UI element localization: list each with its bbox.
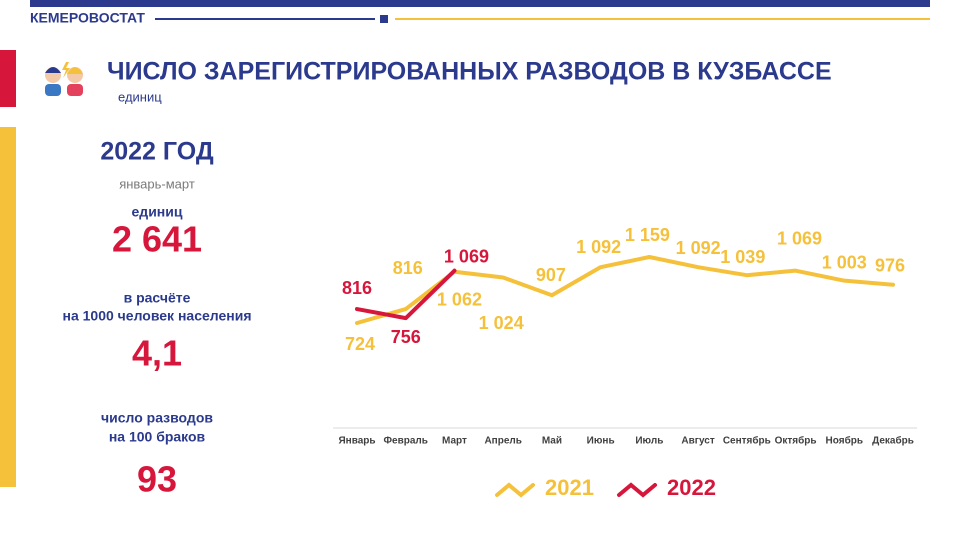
data-label: 816 [342,278,372,298]
ratio-label: число разводов [101,410,213,426]
rate-label: в расчёте [124,290,191,306]
x-tick-label: Октябрь [775,435,817,447]
count: 2 641 [112,219,202,260]
x-tick-label: Апрель [484,436,521,447]
side-bar [0,127,16,487]
x-tick-label: Февраль [384,436,428,447]
legend-swatch [495,482,535,498]
data-label: 1 039 [720,247,765,267]
x-tick-label: Июль [635,436,663,447]
data-label: 756 [391,327,421,347]
data-label: 1 024 [479,313,524,333]
count-label: единиц [132,204,183,220]
x-tick-label: Ноябрь [826,435,863,447]
data-label: 1 092 [576,237,621,257]
x-tick-label: Май [542,436,562,447]
icon [45,62,83,96]
legend-label: 2022 [667,475,716,500]
data-label: 1 003 [822,252,867,272]
x-tick-label: Декабрь [872,435,914,447]
rate-label: на 1000 человек населения [63,308,252,324]
x-tick-label: Июнь [587,436,615,447]
legend-swatch [617,482,657,498]
data-label: 724 [345,334,375,354]
title: ЧИСЛО ЗАРЕГИСТРИРОВАННЫХ РАЗВОДОВ В КУЗБ… [107,58,832,86]
data-label: 1 069 [777,228,822,248]
x-tick-label: Март [442,436,467,447]
brand: КЕМЕРОВОСТАТ [30,10,145,26]
data-label: 816 [393,258,423,278]
ratio: 93 [137,459,177,500]
subtitle: единиц [118,89,162,104]
legend-label: 2021 [545,475,594,500]
period: январь-март [119,176,195,191]
year: 2022 ГОД [100,138,214,166]
data-label: 1 069 [444,246,489,266]
data-label: 1 159 [625,225,670,245]
side-bar [0,50,16,107]
x-tick-label: Январь [338,436,375,447]
ratio-label: на 100 браков [109,429,206,445]
x-tick-label: Сентябрь [723,435,771,447]
data-label: 976 [875,256,905,276]
header-square [380,15,388,23]
data-label: 907 [536,265,566,285]
data-label: 1 062 [437,289,482,309]
line-series [355,268,457,321]
data-label: 1 092 [676,238,721,258]
x-tick-label: Август [681,436,714,447]
top-band [30,0,930,7]
rate: 4,1 [132,333,182,374]
